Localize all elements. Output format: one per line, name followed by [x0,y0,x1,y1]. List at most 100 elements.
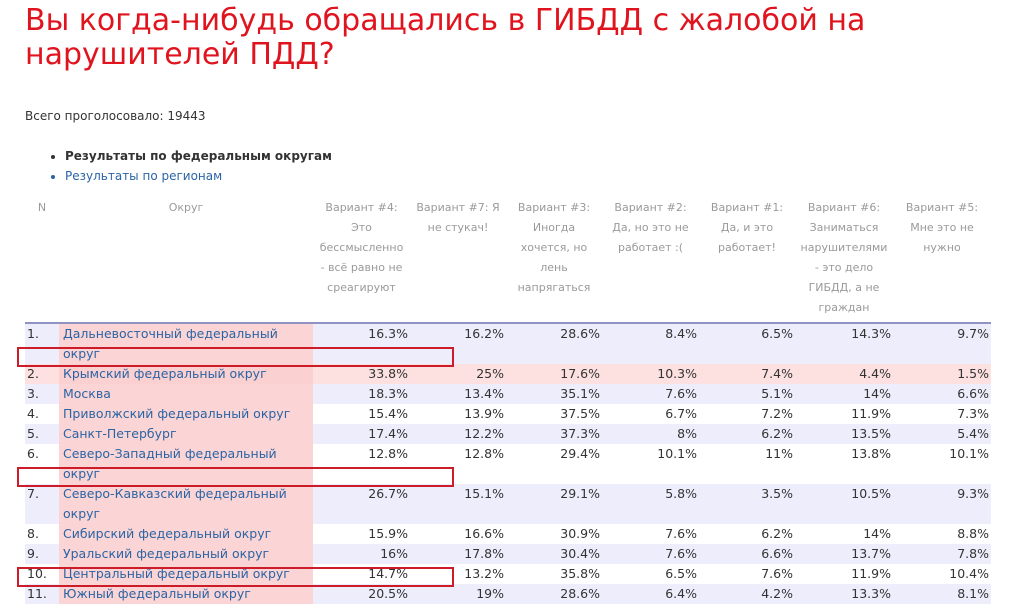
percent-cell: 7.2% [699,404,795,424]
link-results-by-district: Результаты по федеральным округам [65,146,332,166]
table-row: 7. Северо-Кавказский федеральный округ 26.… [25,484,991,524]
table-row: 6. Северо-Западный федеральный округ 12.8%… [25,444,991,484]
percent-cell: 12.8% [313,444,410,484]
row-number: 2. [25,364,59,384]
percent-cell: 11.9% [795,564,893,584]
table-row: 5. Санкт-Петербург 17.4% 12.2% 37.3% 8% 6.2% 13… [25,424,991,444]
percent-cell: 7.6% [699,564,795,584]
percent-cell: 37.3% [506,424,602,444]
percent-cell: 26.7% [313,484,410,524]
table-row: 4. Приволжский федеральный округ 15.4% 13.9… [25,404,991,424]
percent-cell: 13.2% [410,564,506,584]
percent-cell: 9.7% [893,323,991,364]
percent-cell: 35.1% [506,384,602,404]
district-link[interactable]: Северо-Кавказский федеральный округ [59,484,313,524]
district-link[interactable]: Приволжский федеральный округ [59,404,313,424]
column-header-district: Округ [59,198,313,324]
row-number: 7. [25,484,59,524]
total-votes: Всего проголосовало: 19443 [25,109,206,123]
percent-cell: 33.8% [313,364,410,384]
column-header-option-2: Вариант #2: Да, но это не работает :( [602,198,699,324]
percent-cell: 10.4% [893,564,991,584]
percent-cell: 10.3% [602,364,699,384]
percent-cell: 17.6% [506,364,602,384]
percent-cell: 7.6% [602,524,699,544]
percent-cell: 8.8% [893,524,991,544]
percent-cell: 6.2% [699,424,795,444]
percent-cell: 1.5% [893,364,991,384]
row-number: 8. [25,524,59,544]
percent-cell: 10.1% [893,444,991,484]
percent-cell: 14% [795,384,893,404]
percent-cell: 6.5% [699,323,795,364]
percent-cell: 8.4% [602,323,699,364]
column-header-option-4: Вариант #4: Это бессмысленно - всё равно… [313,198,410,324]
percent-cell: 6.6% [893,384,991,404]
percent-cell: 19% [410,584,506,604]
percent-cell: 13.9% [410,404,506,424]
table-row: 1. Дальневосточный федеральный округ 16.3%… [25,323,991,364]
district-link[interactable]: Москва [59,384,313,404]
percent-cell: 30.9% [506,524,602,544]
percent-cell: 7.3% [893,404,991,424]
row-number: 6. [25,444,59,484]
row-number: 9. [25,544,59,564]
column-header-option-3: Вариант #3: Иногда хочется, но лень напр… [506,198,602,324]
district-link[interactable]: Крымский федеральный округ [59,364,313,384]
percent-cell: 14.3% [795,323,893,364]
percent-cell: 11% [699,444,795,484]
district-link[interactable]: Сибирский федеральный округ [59,524,313,544]
district-link[interactable]: Центральный федеральный округ [59,564,313,584]
percent-cell: 7.4% [699,364,795,384]
row-number: 5. [25,424,59,444]
row-number: 4. [25,404,59,424]
results-view-links: Результаты по федеральным округам Резуль… [49,146,332,186]
percent-cell: 7.8% [893,544,991,564]
row-number: 10. [25,564,59,584]
percent-cell: 17.4% [313,424,410,444]
percent-cell: 16% [313,544,410,564]
percent-cell: 25% [410,364,506,384]
percent-cell: 13.8% [795,444,893,484]
results-table: N Округ Вариант #4: Это бессмысленно - в… [25,198,991,604]
percent-cell: 7.6% [602,544,699,564]
percent-cell: 17.8% [410,544,506,564]
district-link[interactable]: Уральский федеральный округ [59,544,313,564]
percent-cell: 11.9% [795,404,893,424]
percent-cell: 7.6% [602,384,699,404]
percent-cell: 10.5% [795,484,893,524]
column-header-option-5: Вариант #5: Мне это не нужно [893,198,991,324]
percent-cell: 6.6% [699,544,795,564]
percent-cell: 5.4% [893,424,991,444]
percent-cell: 28.6% [506,323,602,364]
percent-cell: 12.2% [410,424,506,444]
row-number: 3. [25,384,59,404]
percent-cell: 4.4% [795,364,893,384]
percent-cell: 15.1% [410,484,506,524]
percent-cell: 18.3% [313,384,410,404]
column-header-option-1: Вариант #1: Да, и это работает! [699,198,795,324]
percent-cell: 4.2% [699,584,795,604]
table-row: 9. Уральский федеральный округ 16% 17.8% 30.… [25,544,991,564]
percent-cell: 35.8% [506,564,602,584]
percent-cell: 6.7% [602,404,699,424]
district-link[interactable]: Северо-Западный федеральный округ [59,444,313,484]
district-link[interactable]: Дальневосточный федеральный округ [59,323,313,364]
percent-cell: 30.4% [506,544,602,564]
percent-cell: 8.1% [893,584,991,604]
percent-cell: 8% [602,424,699,444]
table-row: 2. Крымский федеральный округ 33.8% 25% 17.6… [25,364,991,384]
row-number: 1. [25,323,59,364]
table-row: 11. Южный федеральный округ 20.5% 19% 28.6% 6… [25,584,991,604]
page-title: Вы когда-нибудь обращались в ГИБДД с жал… [25,3,866,72]
percent-cell: 5.1% [699,384,795,404]
percent-cell: 16.2% [410,323,506,364]
percent-cell: 13.7% [795,544,893,564]
link-results-by-region[interactable]: Результаты по регионам [65,166,332,186]
row-number: 11. [25,584,59,604]
district-link[interactable]: Санкт-Петербург [59,424,313,444]
percent-cell: 9.3% [893,484,991,524]
table-row: 8. Сибирский федеральный округ 15.9% 16.6% 3… [25,524,991,544]
table-header-row: N Округ Вариант #4: Это бессмысленно - в… [25,198,991,324]
district-link[interactable]: Южный федеральный округ [59,584,313,604]
